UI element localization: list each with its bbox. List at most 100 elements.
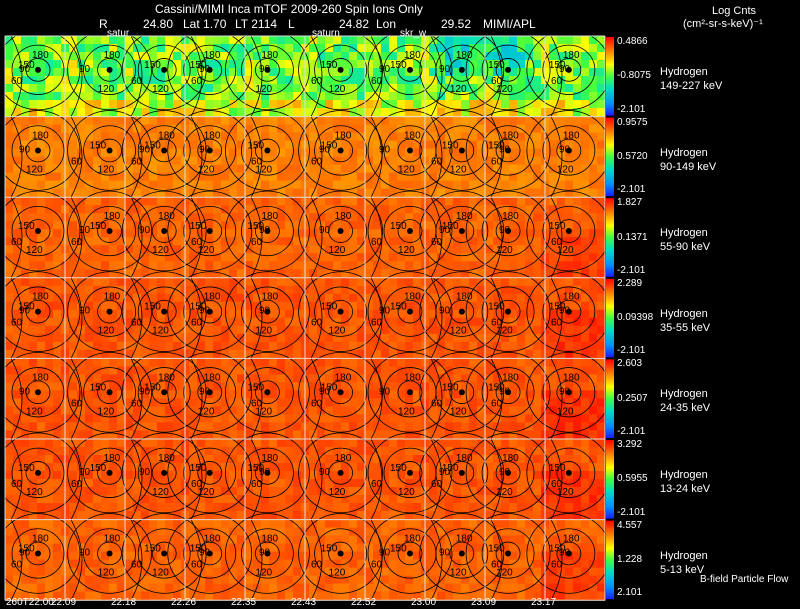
- contour-value-label: 120: [557, 487, 574, 498]
- contour-value-label: 60: [491, 318, 503, 329]
- bfield-contour: [298, 110, 383, 198]
- contour-value-label: 60: [191, 76, 203, 87]
- flow-center-marker: [206, 228, 213, 235]
- bfield-contour: [465, 351, 551, 440]
- x-tick-label: 23:00: [411, 597, 437, 608]
- bfield-contour: [419, 36, 505, 117]
- contour-value-label: 180: [204, 50, 221, 61]
- contour-value-label: 120: [152, 326, 169, 337]
- contour-value-label: 60: [311, 398, 323, 409]
- bfield-contour: [298, 36, 383, 117]
- contour-value-label: 150: [190, 221, 207, 232]
- contour-value-label: 90: [319, 467, 331, 478]
- flow-center-marker: [264, 308, 271, 315]
- bfield-contour: [298, 271, 383, 359]
- contour-value-label: 180: [456, 533, 473, 544]
- colorbar-cmin-label: -2.101: [617, 264, 646, 276]
- bfield-contour: [419, 432, 505, 520]
- colorbar-cmid-label: 1.228: [617, 553, 643, 565]
- overlay-label-saturn: saturn: [312, 28, 340, 39]
- bfield-contour: [224, 351, 310, 440]
- contour-value-label: 180: [104, 292, 121, 303]
- bfield-contour: [465, 513, 551, 600]
- bfield-contour: [121, 190, 207, 278]
- flow-center-marker: [264, 389, 271, 396]
- contour-value-label: 90: [79, 64, 91, 75]
- contour-value-label: 60: [431, 398, 443, 409]
- bfield-contour: [5, 432, 81, 520]
- colorbar: [606, 37, 614, 116]
- bfield-contour: [224, 513, 310, 600]
- param-l-label: L: [288, 17, 295, 31]
- flow-center-marker: [35, 228, 41, 235]
- bfield-contour: [67, 432, 152, 520]
- panel-species-label: Hydrogen: [660, 549, 708, 562]
- contour-value-label: 150: [442, 221, 459, 232]
- colorbar: [606, 198, 614, 277]
- contour-value-label: 180: [335, 211, 352, 222]
- bfield-contour: [167, 110, 253, 198]
- contour-value-label: 90: [259, 64, 271, 75]
- flow-center-marker: [565, 147, 572, 154]
- contour-value-label: 90: [199, 306, 211, 317]
- bfield-contour: [465, 36, 551, 117]
- contour-value-label: 120: [329, 326, 346, 337]
- contour-value-label: 180: [32, 372, 49, 383]
- contour-value-label: 180: [158, 130, 175, 141]
- bfield-contour: [67, 351, 152, 440]
- contour-value-label: 120: [398, 487, 415, 498]
- flow-center-marker: [337, 469, 344, 476]
- flow-center-marker: [505, 469, 512, 476]
- contour-value-label: 60: [71, 479, 83, 490]
- contour-value-label: 120: [26, 406, 43, 417]
- contour-value-label: 60: [251, 237, 263, 248]
- flow-center-marker: [406, 66, 413, 73]
- flow-center-marker: [458, 550, 465, 557]
- bfield-contour: [526, 110, 605, 198]
- bfield-contour: [121, 513, 207, 600]
- contour-value-label: 150: [549, 60, 566, 71]
- flow-center-marker: [337, 147, 344, 154]
- flow-center-marker: [565, 550, 572, 557]
- contour-value-label: 120: [398, 406, 415, 417]
- contour-value-label: 60: [191, 559, 203, 570]
- panel-energy-label: 35-55 keV: [660, 321, 711, 334]
- bfield-contour: [526, 271, 605, 359]
- contour-value-label: 90: [559, 386, 571, 397]
- contour-value-label: 90: [559, 144, 571, 155]
- contour-value-label: 180: [204, 292, 221, 303]
- flow-center-marker: [406, 308, 413, 315]
- bfield-contour: [167, 351, 253, 440]
- bfield-contour: [167, 432, 253, 520]
- contour-value-label: 90: [499, 144, 511, 155]
- contour-value-label: 120: [450, 164, 467, 175]
- x-tick-label: 23:09: [471, 597, 497, 608]
- flow-center-marker: [106, 228, 113, 235]
- flow-center-marker: [161, 389, 168, 396]
- bfield-contour: [465, 271, 551, 359]
- contour-value-label: 150: [247, 140, 264, 151]
- contour-value-label: 60: [131, 318, 143, 329]
- contour-value-label: 180: [502, 453, 519, 464]
- flow-center-marker: [106, 66, 113, 73]
- flow-center-marker: [161, 66, 168, 73]
- contour-value-label: 120: [98, 84, 115, 95]
- flow-center-marker: [106, 550, 113, 557]
- contour-value-label: 90: [379, 144, 391, 155]
- contour-value-label: 180: [104, 533, 121, 544]
- panel-species-label: Hydrogen: [660, 388, 708, 401]
- colorbar-cmax-label: 0.9575: [617, 116, 648, 128]
- contour-value-label: 180: [456, 453, 473, 464]
- bfield-contour: [419, 110, 505, 198]
- flow-center-marker: [406, 550, 413, 557]
- contour-value-label: 60: [131, 156, 143, 167]
- x-tick-label: 22:18: [111, 597, 137, 608]
- bfield-contour: [367, 110, 453, 198]
- contour-value-label: 150: [144, 60, 161, 71]
- contour-value-label: 180: [158, 453, 175, 464]
- colorbar-cmid-label: 0.2507: [617, 392, 648, 404]
- contour-value-label: 150: [488, 302, 505, 313]
- contour-value-label: 90: [19, 547, 31, 558]
- contour-value-label: 180: [158, 372, 175, 383]
- contour-value-label: 90: [379, 64, 391, 75]
